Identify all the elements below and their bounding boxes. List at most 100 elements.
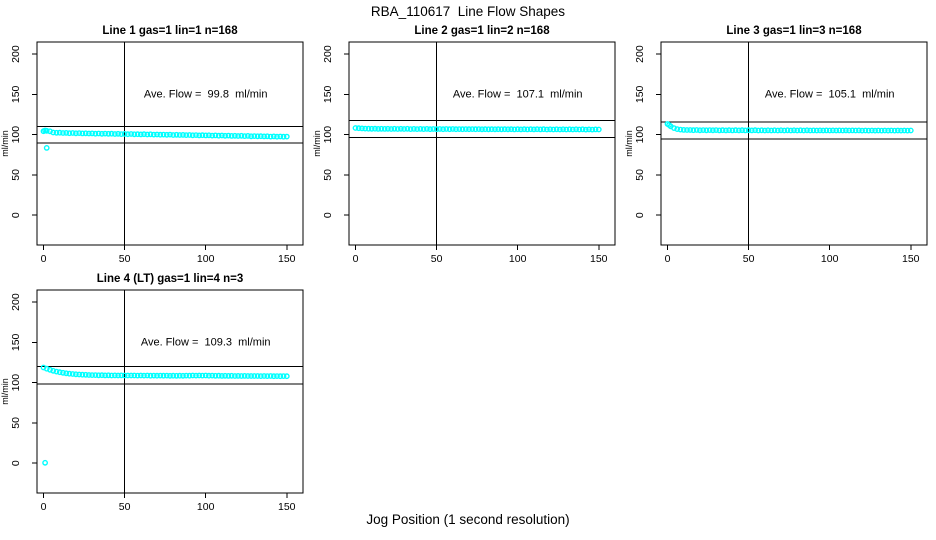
data-point (108, 130, 115, 137)
data-point (66, 130, 73, 137)
data-point (576, 126, 583, 133)
data-point (270, 373, 277, 380)
data-point (89, 130, 96, 137)
data-point (212, 132, 219, 139)
data-point (193, 132, 199, 139)
data-point (787, 127, 794, 134)
data-point (283, 133, 290, 140)
data-point (774, 127, 781, 134)
y-tick-label: 100 (10, 374, 22, 392)
data-point (407, 126, 414, 133)
data-point (244, 373, 251, 379)
data-point (76, 371, 83, 378)
data-point (391, 125, 398, 132)
data-point (264, 133, 271, 140)
x-tick-label: 0 (353, 253, 359, 265)
data-point (218, 132, 225, 139)
data-point (362, 125, 369, 132)
data-point (894, 127, 901, 134)
data-point (134, 372, 141, 379)
data-point (527, 126, 534, 133)
data-point (868, 127, 875, 134)
data-point (76, 130, 83, 137)
data-point (498, 126, 505, 133)
data-point (537, 126, 544, 133)
data-point (82, 130, 89, 137)
y-tick-label: 50 (634, 169, 646, 181)
data-point (556, 126, 563, 133)
data-point (855, 127, 862, 134)
ave-flow-annotation: Ave. Flow = 105.1 ml/min (765, 88, 895, 100)
data-point (595, 126, 602, 133)
data-point (95, 372, 102, 379)
data-point (238, 132, 245, 139)
data-point (745, 127, 752, 134)
data-point (810, 127, 817, 134)
data-point (398, 125, 404, 132)
data-point (739, 127, 746, 134)
data-point (60, 130, 66, 136)
data-point (443, 126, 450, 132)
subplot-title: Line 1 gas=1 lin=1 n=168 (102, 25, 238, 37)
data-point (404, 125, 411, 132)
data-point (222, 372, 229, 379)
data-point (137, 372, 144, 379)
data-point (160, 372, 167, 379)
data-point (703, 127, 710, 134)
data-point (768, 127, 775, 134)
data-point (680, 127, 687, 133)
data-point (124, 372, 131, 379)
data-point (495, 126, 502, 133)
data-point (859, 127, 866, 134)
x-tick-label: 150 (278, 501, 296, 513)
data-point (115, 130, 122, 137)
data-point (872, 127, 879, 134)
data-point (736, 127, 742, 134)
data-point (846, 127, 853, 134)
data-point (693, 127, 700, 133)
data-point (700, 127, 707, 134)
data-point (881, 127, 888, 134)
data-point (517, 126, 524, 133)
data-point (791, 127, 797, 134)
data-point (456, 126, 463, 133)
data-point (176, 372, 183, 379)
data-point (453, 126, 459, 133)
data-point (472, 126, 479, 133)
data-point (449, 126, 456, 132)
data-point (209, 372, 216, 379)
data-point (761, 127, 768, 134)
data-point (280, 133, 287, 140)
data-point (469, 126, 476, 133)
data-point (157, 372, 164, 379)
data-point (784, 127, 791, 134)
data-point (47, 366, 53, 373)
subplot-3: Line 3 gas=1 lin=3 n=168 0 50 100 150 0 50 100 1… (624, 25, 928, 265)
data-point (40, 364, 47, 371)
y-tick-label: 100 (634, 126, 646, 144)
data-point (121, 131, 128, 137)
data-point (752, 127, 759, 134)
data-point (462, 126, 469, 133)
data-point (797, 127, 804, 134)
data-point (264, 373, 271, 380)
data-point (417, 126, 424, 132)
ave-flow-annotation: Ave. Flow = 99.8 ml/min (144, 88, 268, 100)
data-point (852, 127, 859, 134)
data-point (372, 125, 378, 132)
data-point (147, 372, 154, 379)
data-point (248, 133, 255, 140)
data-point (121, 372, 128, 379)
data-point (836, 127, 843, 134)
data-point (440, 126, 447, 133)
data-point (186, 372, 193, 379)
data-point (163, 372, 170, 379)
data-point (898, 127, 904, 134)
data-point (257, 373, 264, 380)
data-point (186, 132, 193, 138)
data-point (261, 373, 267, 379)
y-tick-label: 200 (10, 293, 22, 311)
data-point (388, 126, 395, 132)
data-point (677, 126, 684, 133)
data-point (563, 126, 570, 133)
